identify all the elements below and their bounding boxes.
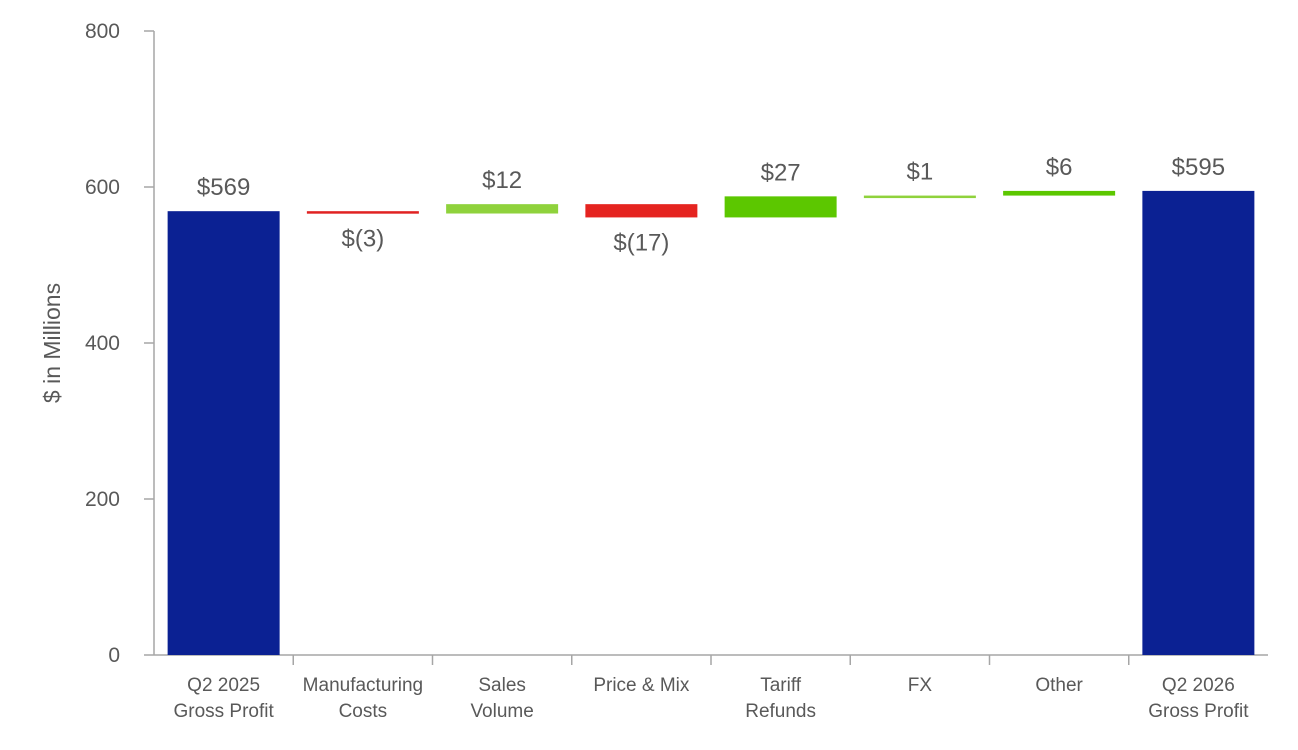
x-tick-label-line: Q2 2026	[1162, 675, 1235, 696]
bar	[446, 204, 559, 214]
bar	[724, 196, 837, 218]
x-tick-label: Q2 2025 Gross Profit	[173, 675, 274, 722]
y-tick-label: 800	[85, 20, 120, 43]
y-tick-label: 600	[85, 176, 120, 199]
bar	[585, 204, 698, 218]
x-tick-label-line: FX	[908, 675, 933, 696]
x-tick-label: Sales Volume	[470, 675, 533, 722]
bar	[306, 211, 419, 214]
data-label: $595	[1172, 154, 1225, 181]
x-tick-label-line: Costs	[339, 701, 388, 722]
x-tick-label-line: Refunds	[745, 701, 816, 722]
y-axis: 0 200 400 600 800	[85, 20, 155, 667]
x-tick-label-line: Q2 2025	[187, 675, 260, 696]
y-axis-title: $ in Millions	[39, 283, 65, 403]
data-label: $27	[761, 159, 801, 186]
bar	[863, 195, 976, 199]
bars	[167, 190, 1255, 655]
x-tick-label-line: Other	[1035, 675, 1083, 696]
x-tick-label: Price & Mix	[593, 675, 690, 696]
x-tick-label-line: Tariff	[760, 675, 802, 696]
bar	[1142, 190, 1255, 655]
x-tick-label-line: Volume	[470, 701, 533, 722]
x-tick-label: Manufacturing Costs	[303, 675, 423, 722]
x-tick-label: Other	[1035, 675, 1083, 696]
data-label: $(17)	[613, 229, 669, 256]
data-label: $1	[907, 159, 934, 186]
x-tick-label-line: Sales	[478, 675, 526, 696]
x-tick-label: FX	[908, 675, 933, 696]
data-label: $(3)	[342, 226, 385, 253]
data-label: $6	[1046, 154, 1073, 181]
x-tick-label-line: Price & Mix	[593, 675, 690, 696]
data-label: $12	[482, 167, 522, 194]
x-tick-label: Tariff Refunds	[745, 675, 816, 722]
y-tick-label: 200	[85, 488, 120, 511]
x-tick-label-line: Gross Profit	[1148, 701, 1249, 722]
y-tick-label: 0	[108, 644, 120, 667]
x-tick-label-line: Gross Profit	[173, 701, 274, 722]
x-axis: Q2 2025 Gross Profit Manufacturing Costs Sal…	[154, 654, 1268, 722]
x-tick-label: Q2 2026 Gross Profit	[1148, 675, 1249, 722]
x-tick-label-line: Manufacturing	[303, 675, 423, 696]
bar	[167, 211, 280, 655]
data-label: $569	[197, 174, 250, 201]
data-labels: $569 $(3) $12 $(17) $27 $1 $6 $595	[197, 154, 1225, 257]
bar	[1003, 190, 1116, 196]
y-tick-label: 400	[85, 332, 120, 355]
